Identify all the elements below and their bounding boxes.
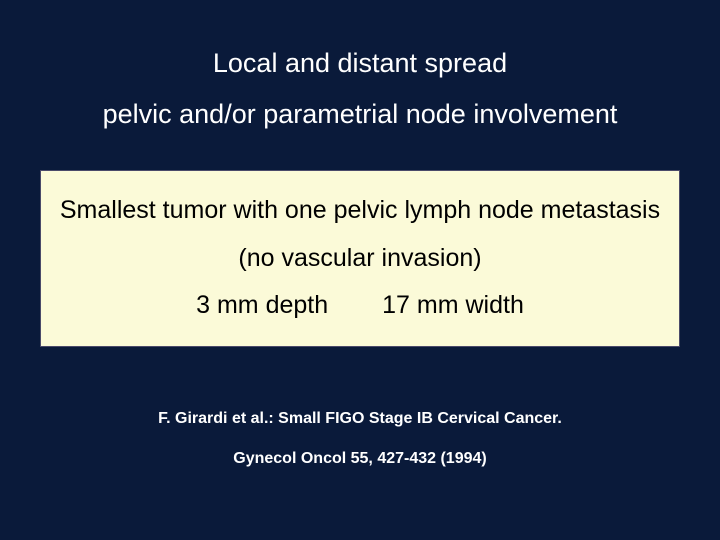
title-line2: pelvic and/or parametrial node involveme…	[40, 97, 680, 132]
measure-depth: 3 mm depth	[196, 291, 328, 320]
box-subline: (no vascular invasion)	[53, 244, 667, 273]
title-line1: Local and distant spread	[40, 46, 680, 81]
box-measures: 3 mm depth 17 mm width	[53, 291, 667, 320]
citation-line2: Gynecol Oncol 55, 427-432 (1994)	[40, 449, 680, 468]
box-headline: Smallest tumor with one pelvic lymph nod…	[53, 195, 667, 226]
citation-line1: F. Girardi et al.: Small FIGO Stage IB C…	[40, 409, 680, 428]
content-box: Smallest tumor with one pelvic lymph nod…	[40, 170, 680, 347]
measure-width: 17 mm width	[382, 291, 524, 320]
title-block: Local and distant spread pelvic and/or p…	[40, 46, 680, 132]
slide: Local and distant spread pelvic and/or p…	[0, 0, 720, 540]
citation: F. Girardi et al.: Small FIGO Stage IB C…	[40, 409, 680, 467]
